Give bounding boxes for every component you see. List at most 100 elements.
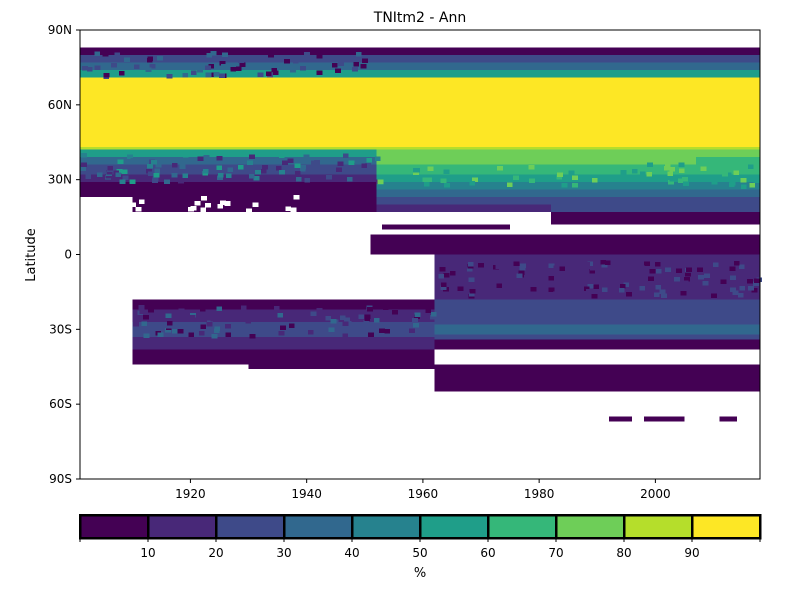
- heatmap-cell: [571, 175, 578, 180]
- heatmap-cell: [331, 63, 338, 68]
- heatmap-cell: [216, 306, 223, 311]
- colorbar: 10 20 30 40 50 60 70 80 90 %: [78, 513, 762, 581]
- heatmap-cell: [334, 312, 341, 318]
- heatmap-cell: [655, 284, 662, 290]
- heatmap-cell: [253, 176, 260, 181]
- colorbar-tick-label: 90: [684, 546, 699, 560]
- heatmap-cell: [132, 349, 435, 365]
- heatmap-cell: [273, 305, 280, 311]
- heatmap-cell: [172, 328, 179, 334]
- heatmap-cell: [166, 74, 173, 79]
- heatmap-cell: [753, 278, 760, 283]
- heatmap-cell: [107, 166, 114, 171]
- heatmap-cell: [434, 369, 760, 392]
- heatmap-cell: [402, 175, 409, 180]
- heatmap-cell: [414, 168, 420, 173]
- colorbar-tick-label: 80: [616, 546, 631, 560]
- y-tick-label: 30N: [48, 173, 72, 187]
- heatmap-cell: [238, 58, 244, 64]
- heatmap-cell: [265, 71, 272, 77]
- heatmap-cell: [360, 157, 367, 163]
- heatmap-cell: [478, 263, 484, 268]
- heatmap-cell: [515, 289, 522, 294]
- heatmap-cell: [443, 273, 450, 278]
- heatmap-cell: [729, 266, 736, 271]
- heatmap-cell: [227, 167, 234, 173]
- heatmap-cell: [678, 168, 685, 174]
- heatmap-cell: [444, 183, 451, 188]
- heatmap-cell: [643, 261, 650, 267]
- heatmap-cell: [293, 55, 300, 60]
- heatmap-cell: [702, 281, 709, 286]
- x-tick-label: 2000: [640, 487, 671, 501]
- heatmap-cell: [248, 154, 255, 160]
- plot-area: 1920 1940 1960 1980 2000 90N 60N 30N 0 30S 60S 90S: [48, 23, 763, 501]
- y-tick-label: 60S: [49, 397, 72, 411]
- heatmap-cell: [80, 54, 760, 63]
- heatmap-cell: [720, 279, 727, 284]
- heatmap-cell: [342, 333, 349, 339]
- heatmap-cell: [747, 278, 753, 284]
- heatmap-cell: [245, 319, 252, 324]
- heatmap-cell: [725, 172, 732, 178]
- x-tick-label: 1960: [408, 487, 439, 501]
- colorbar-bin: [78, 513, 150, 540]
- heatmap-cell: [235, 66, 242, 72]
- heatmap-cell: [82, 56, 89, 61]
- heatmap-cell: [80, 62, 760, 70]
- heatmap-cell: [589, 269, 596, 274]
- heatmap-cell: [210, 50, 217, 56]
- heatmap-cell: [376, 197, 760, 205]
- heatmap-cell: [620, 169, 627, 175]
- heatmap-cell: [252, 202, 259, 208]
- heatmap-cell: [676, 268, 683, 273]
- heatmap-cell: [182, 72, 189, 78]
- heatmap-cell: [115, 172, 122, 178]
- heatmap-cell: [151, 159, 157, 165]
- heatmap-cell: [114, 63, 121, 69]
- heatmap-cell: [290, 207, 297, 213]
- heatmap-cell: [225, 332, 232, 337]
- heatmap-cell: [190, 70, 197, 75]
- heatmap-cell: [114, 52, 121, 57]
- heatmap-cell: [222, 52, 228, 57]
- heatmap-cell: [80, 147, 760, 150]
- x-tick-label: 1920: [175, 487, 206, 501]
- heatmap-cell: [548, 276, 555, 281]
- colorbar-tick-label: 60: [480, 546, 495, 560]
- heatmap-cell: [373, 317, 380, 323]
- heatmap-cell: [698, 274, 704, 280]
- heatmap-cell: [568, 170, 575, 175]
- heatmap-cell: [653, 292, 660, 297]
- heatmap-cell: [646, 172, 653, 177]
- heatmap-cell: [458, 294, 465, 299]
- colorbar-tick-label: 70: [548, 546, 563, 560]
- heatmap-cell: [217, 175, 223, 180]
- heatmap-cell: [438, 274, 445, 279]
- heatmap-cell: [590, 265, 596, 271]
- heatmap-cell: [254, 170, 261, 175]
- heatmap-cell: [648, 276, 654, 281]
- heatmap-cell: [370, 234, 760, 255]
- heatmap-cell: [282, 160, 288, 165]
- heatmap-cell: [146, 168, 152, 174]
- heatmap-cell: [733, 170, 740, 175]
- heatmap-cell: [469, 180, 476, 186]
- heatmap-cell: [682, 176, 688, 182]
- heatmap-cell: [358, 314, 365, 320]
- heatmap-cell: [295, 176, 302, 182]
- heatmap-cell: [325, 316, 332, 321]
- heatmap-cell: [166, 321, 173, 326]
- heatmap-cell: [376, 149, 760, 158]
- colorbar-tick-label: 30: [276, 546, 291, 560]
- heatmap-cell: [530, 287, 537, 292]
- heatmap-cell: [239, 62, 246, 68]
- heatmap-cell: [430, 311, 437, 317]
- heatmap-cell: [587, 284, 594, 289]
- heatmap-cell: [751, 288, 758, 293]
- heatmap-cell: [426, 177, 433, 182]
- heatmap-cell: [203, 155, 210, 160]
- heatmap-cell: [303, 154, 310, 159]
- heatmap-cell: [339, 315, 346, 321]
- heatmap-cell: [427, 166, 434, 171]
